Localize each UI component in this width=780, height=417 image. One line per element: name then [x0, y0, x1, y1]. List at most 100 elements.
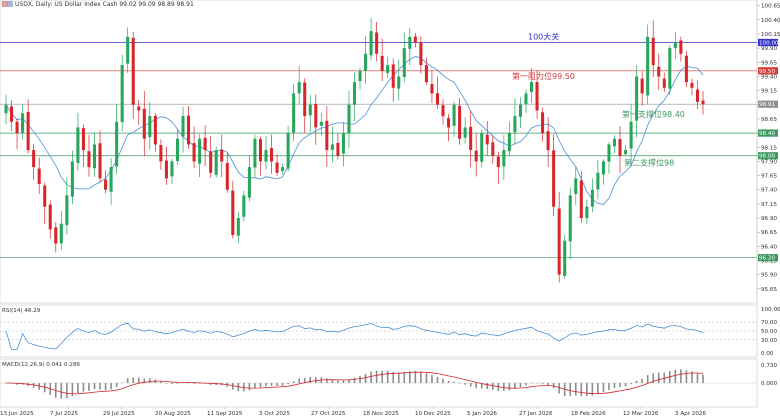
macd-histogram-bar	[635, 380, 638, 383]
macd-histogram-bar	[104, 383, 107, 390]
candle-body	[21, 113, 25, 133]
candle-body	[115, 121, 119, 167]
macd-histogram-bar	[303, 377, 306, 383]
macd-histogram-bar	[259, 383, 262, 388]
candle-body	[175, 138, 180, 162]
candle	[153, 113, 157, 152]
candle-body	[292, 93, 296, 133]
macd-histogram-bar	[298, 378, 300, 383]
macd-histogram-bar	[60, 383, 63, 399]
rsi-pane[interactable]: RSI(14) 46.29 100.00 70.00 50.00 30.00 0.00	[0, 304, 780, 358]
candle-body	[192, 143, 196, 162]
candle	[48, 200, 52, 239]
support-2-price-tag	[758, 152, 778, 160]
candle-body	[32, 150, 36, 168]
macd-histogram-bar	[403, 371, 406, 383]
candle	[120, 55, 124, 132]
candle-body	[70, 161, 74, 197]
macd-histogram-bar	[442, 378, 444, 383]
macd-histogram-bar	[254, 383, 256, 389]
macd-histogram-bar	[115, 383, 118, 387]
candle	[529, 68, 534, 103]
candle	[601, 159, 605, 185]
candle	[98, 130, 102, 183]
current-price-price-tag-text: 98.91	[759, 102, 775, 108]
candle	[480, 129, 484, 168]
candles-layer	[4, 18, 705, 283]
candle-body	[552, 150, 556, 207]
candle	[684, 51, 688, 87]
macd-tick-label: 0.000	[761, 381, 777, 387]
candle-body	[236, 218, 240, 236]
macd-histogram-bar	[558, 383, 560, 394]
candle	[37, 157, 41, 195]
macd-histogram-bar	[508, 383, 511, 391]
candle-body	[164, 160, 168, 179]
candle	[518, 97, 522, 128]
macd-histogram-bar	[43, 383, 46, 393]
candle	[463, 117, 467, 144]
macd-histogram-bar	[602, 383, 605, 393]
ma-line-layer	[5, 56, 704, 205]
candle-body	[104, 179, 108, 190]
candle-body	[43, 185, 47, 207]
rsi-line-layer	[0, 321, 757, 350]
price-tick-label: 99.40	[761, 74, 777, 80]
time-tick-label: 27 Oct 2025	[311, 411, 346, 417]
time-tick-label: 11 Sep 2025	[207, 411, 243, 417]
candle-body	[98, 143, 102, 179]
macd-pane[interactable]: MACD(12,26,9) 0.041 0.286 0.730 0.000	[0, 358, 777, 408]
candle	[441, 99, 445, 125]
candle	[701, 90, 705, 115]
chart-title: USDX, Daily: US Dollar Index Cash 99.02 …	[15, 1, 194, 8]
rsi-label: RSI(14) 46.29	[2, 308, 41, 314]
macd-histogram-bar	[342, 380, 345, 383]
candle-body	[375, 32, 379, 54]
macd-histogram-bar	[702, 374, 704, 383]
candle-body	[325, 120, 329, 151]
macd-histogram-bar	[613, 383, 616, 389]
candle	[563, 234, 567, 279]
candle-body	[574, 178, 578, 194]
candle	[308, 94, 312, 133]
macd-histogram-bar	[530, 383, 533, 384]
price-tick-label: 95.65	[761, 287, 777, 293]
price-tick-label: 99.15	[761, 89, 777, 95]
candle	[612, 135, 617, 154]
macd-histogram-bar	[337, 380, 339, 383]
support-1-price-tag	[758, 129, 778, 137]
macd-histogram-bar	[93, 383, 96, 390]
candle-body	[458, 105, 462, 139]
candle-body	[314, 103, 318, 128]
candle-body	[518, 104, 522, 117]
candle	[341, 122, 345, 167]
time-tick-label: 10 Dec 2025	[415, 411, 451, 417]
candle	[220, 134, 224, 178]
candle-body	[590, 189, 594, 207]
candle	[159, 139, 163, 170]
macd-histogram-bar	[436, 376, 439, 383]
candle-body	[491, 142, 495, 156]
candle-body	[635, 76, 639, 121]
price-tick-label: 100.40	[761, 18, 780, 24]
time-tick-label: 3 Apr 2026	[675, 411, 706, 417]
macd-histogram-bar	[370, 371, 372, 383]
rsi-tick-label: 100.00	[761, 307, 780, 313]
support-1-annotation: 第一支撑位98.40	[622, 109, 685, 119]
candle-body	[502, 150, 506, 167]
macd-histogram-bar	[425, 373, 428, 383]
macd-histogram-bar	[608, 383, 610, 391]
candle	[413, 32, 417, 48]
candle-body	[679, 40, 683, 54]
macd-histogram-bar	[685, 370, 688, 383]
candle-body	[397, 76, 401, 89]
macd-histogram-bar	[464, 383, 466, 385]
candle	[474, 133, 478, 177]
candle	[148, 101, 152, 150]
candle-body	[402, 48, 406, 77]
macd-histogram-bar	[514, 383, 516, 389]
candle	[231, 180, 235, 239]
candle	[358, 67, 362, 90]
